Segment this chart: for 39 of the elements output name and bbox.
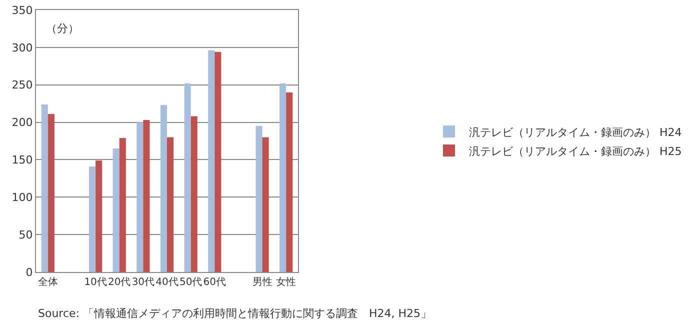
y-axis-title: （分） xyxy=(46,22,79,35)
bar xyxy=(280,83,286,272)
y-tick-label: 100 xyxy=(12,190,33,204)
bar xyxy=(214,52,222,272)
bar xyxy=(48,114,54,272)
bar xyxy=(136,122,144,272)
y-tick-label: 50 xyxy=(18,228,33,242)
bar xyxy=(41,104,48,272)
bar xyxy=(119,138,126,272)
x-tick-label: 20代 xyxy=(108,277,131,288)
bar xyxy=(89,166,96,272)
y-tick-label: 300 xyxy=(12,41,33,54)
y-tick-label: 200 xyxy=(12,116,33,130)
bar xyxy=(190,116,198,272)
x-tick-label: 50代 xyxy=(179,277,202,288)
y-tick-label: 350 xyxy=(12,4,33,17)
bar xyxy=(286,92,293,272)
legend-label: 汎テレビ（リアルタイム・録画のみ） H25 xyxy=(469,144,682,158)
y-tick-label: 250 xyxy=(12,78,33,92)
bar xyxy=(184,83,191,272)
x-tick-label: 10代 xyxy=(84,277,107,288)
bar xyxy=(167,137,174,272)
bar xyxy=(160,105,167,272)
bar xyxy=(208,50,215,272)
bar xyxy=(96,160,102,272)
bar xyxy=(262,137,269,272)
x-tick-label: 男性 xyxy=(252,276,272,288)
x-tick-label: 全体 xyxy=(38,276,58,288)
bar xyxy=(143,120,150,272)
bar xyxy=(112,148,120,272)
x-tick-label: 30代 xyxy=(132,277,155,288)
source-note: Source: 「情報通信メディアの利用時間と情報行動に関する調査 H24, H25」 xyxy=(38,307,432,320)
y-tick-label: 150 xyxy=(12,154,33,167)
legend-label: 汎テレビ（リアルタイム・録画のみ） H24 xyxy=(469,126,682,139)
y-tick-label: 0 xyxy=(26,266,33,279)
x-tick-label: 女性 xyxy=(276,276,296,288)
x-tick-label: 60代 xyxy=(203,277,226,288)
bar xyxy=(256,126,262,272)
x-tick-label: 40代 xyxy=(156,277,178,288)
